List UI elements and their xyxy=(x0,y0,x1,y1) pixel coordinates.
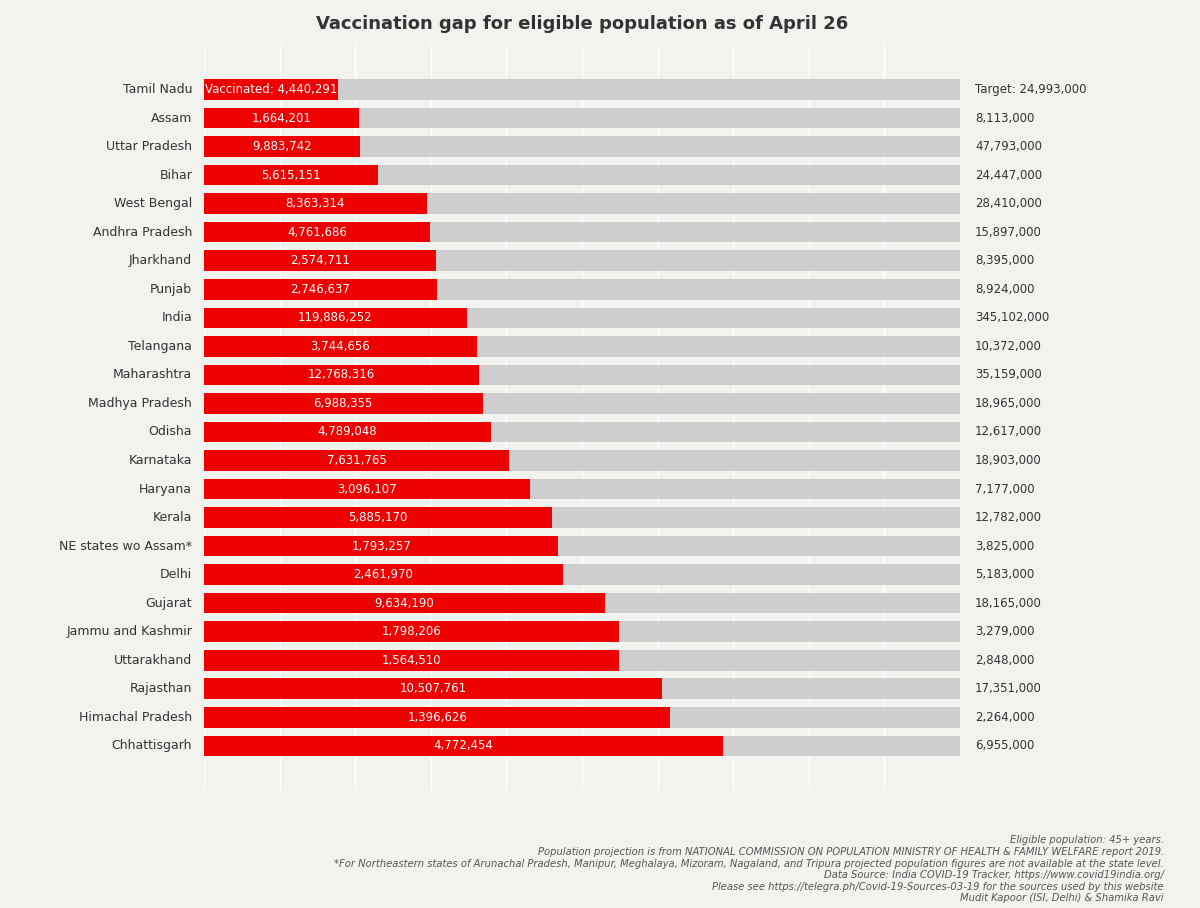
Bar xyxy=(204,450,509,470)
Text: 10,507,761: 10,507,761 xyxy=(400,682,467,696)
Bar xyxy=(204,678,662,699)
Text: 119,886,252: 119,886,252 xyxy=(298,311,373,324)
Text: 3,096,107: 3,096,107 xyxy=(337,482,397,496)
Bar xyxy=(204,393,482,414)
Text: 7,177,000: 7,177,000 xyxy=(976,482,1034,496)
Bar xyxy=(204,79,338,100)
Bar xyxy=(204,650,619,670)
Bar xyxy=(204,565,960,585)
Text: 12,768,316: 12,768,316 xyxy=(307,369,374,381)
Text: 2,461,970: 2,461,970 xyxy=(354,568,414,581)
Text: 1,793,257: 1,793,257 xyxy=(352,539,412,553)
Bar xyxy=(204,593,960,614)
Bar xyxy=(204,165,378,185)
Text: 3,744,656: 3,744,656 xyxy=(311,340,371,353)
Text: 9,883,742: 9,883,742 xyxy=(252,140,312,153)
Text: 6,988,355: 6,988,355 xyxy=(313,397,373,410)
Text: 8,924,000: 8,924,000 xyxy=(976,282,1034,296)
Bar xyxy=(204,222,960,242)
Text: 18,903,000: 18,903,000 xyxy=(976,454,1042,467)
Bar xyxy=(204,279,437,300)
Text: 2,746,637: 2,746,637 xyxy=(290,282,350,296)
Bar xyxy=(204,136,360,157)
Bar xyxy=(204,165,960,185)
Bar xyxy=(204,707,671,727)
Text: 12,782,000: 12,782,000 xyxy=(976,511,1042,524)
Bar xyxy=(204,508,552,528)
Text: 8,113,000: 8,113,000 xyxy=(976,112,1034,124)
Text: 4,789,048: 4,789,048 xyxy=(318,426,377,439)
Text: 6,955,000: 6,955,000 xyxy=(976,739,1034,753)
Bar xyxy=(204,508,960,528)
Bar xyxy=(204,421,491,442)
Bar xyxy=(204,707,960,727)
Bar xyxy=(204,193,960,214)
Text: 24,447,000: 24,447,000 xyxy=(976,169,1043,182)
Text: 18,165,000: 18,165,000 xyxy=(976,597,1042,609)
Text: 4,772,454: 4,772,454 xyxy=(433,739,493,753)
Text: 2,574,711: 2,574,711 xyxy=(290,254,350,267)
Text: 3,279,000: 3,279,000 xyxy=(976,626,1034,638)
Bar xyxy=(204,108,359,128)
Text: 18,965,000: 18,965,000 xyxy=(976,397,1042,410)
Bar xyxy=(204,365,960,385)
Bar xyxy=(204,479,960,499)
Bar xyxy=(204,136,960,157)
Text: 7,631,765: 7,631,765 xyxy=(326,454,386,467)
Bar xyxy=(204,735,722,756)
Text: 35,159,000: 35,159,000 xyxy=(976,369,1042,381)
Title: Vaccination gap for eligible population as of April 26: Vaccination gap for eligible population … xyxy=(316,15,848,33)
Text: 12,617,000: 12,617,000 xyxy=(976,426,1043,439)
Text: 5,615,151: 5,615,151 xyxy=(262,169,320,182)
Bar xyxy=(204,336,476,357)
Bar xyxy=(204,222,431,242)
Bar xyxy=(204,308,467,328)
Bar xyxy=(204,421,960,442)
Text: 28,410,000: 28,410,000 xyxy=(976,197,1042,210)
Text: 15,897,000: 15,897,000 xyxy=(976,226,1042,239)
Bar xyxy=(204,251,436,271)
Bar xyxy=(204,536,960,557)
Bar xyxy=(204,108,960,128)
Bar xyxy=(204,308,960,328)
Bar xyxy=(204,336,960,357)
Bar xyxy=(204,365,479,385)
Text: 8,363,314: 8,363,314 xyxy=(286,197,346,210)
Text: 10,372,000: 10,372,000 xyxy=(976,340,1042,353)
Text: Eligible population: 45+ years.
Population projection is from NATIONAL COMMISSIO: Eligible population: 45+ years. Populati… xyxy=(335,835,1164,903)
Text: 9,634,190: 9,634,190 xyxy=(374,597,434,609)
Bar xyxy=(204,479,530,499)
Bar xyxy=(204,735,960,756)
Text: Vaccinated: 4,440,291: Vaccinated: 4,440,291 xyxy=(205,83,337,96)
Text: 1,396,626: 1,396,626 xyxy=(407,711,467,724)
Text: 2,848,000: 2,848,000 xyxy=(976,654,1034,666)
Bar xyxy=(204,621,618,642)
Bar xyxy=(204,650,960,670)
Text: 2,264,000: 2,264,000 xyxy=(976,711,1034,724)
Bar xyxy=(204,393,960,414)
Bar xyxy=(204,279,960,300)
Text: Target: 24,993,000: Target: 24,993,000 xyxy=(976,83,1087,96)
Bar xyxy=(204,251,960,271)
Bar xyxy=(204,593,605,614)
Text: 8,395,000: 8,395,000 xyxy=(976,254,1034,267)
Text: 47,793,000: 47,793,000 xyxy=(976,140,1042,153)
Text: 1,664,201: 1,664,201 xyxy=(252,112,312,124)
Text: 4,761,686: 4,761,686 xyxy=(287,226,347,239)
Bar xyxy=(204,678,960,699)
Text: 5,183,000: 5,183,000 xyxy=(976,568,1034,581)
Bar xyxy=(204,565,563,585)
Text: 1,564,510: 1,564,510 xyxy=(382,654,442,666)
Text: 3,825,000: 3,825,000 xyxy=(976,539,1034,553)
Text: 1,798,206: 1,798,206 xyxy=(382,626,442,638)
Text: 17,351,000: 17,351,000 xyxy=(976,682,1042,696)
Text: 345,102,000: 345,102,000 xyxy=(976,311,1049,324)
Bar xyxy=(204,450,960,470)
Bar xyxy=(204,621,960,642)
Bar xyxy=(204,536,558,557)
Bar xyxy=(204,79,960,100)
Text: 5,885,170: 5,885,170 xyxy=(348,511,408,524)
Bar xyxy=(204,193,426,214)
